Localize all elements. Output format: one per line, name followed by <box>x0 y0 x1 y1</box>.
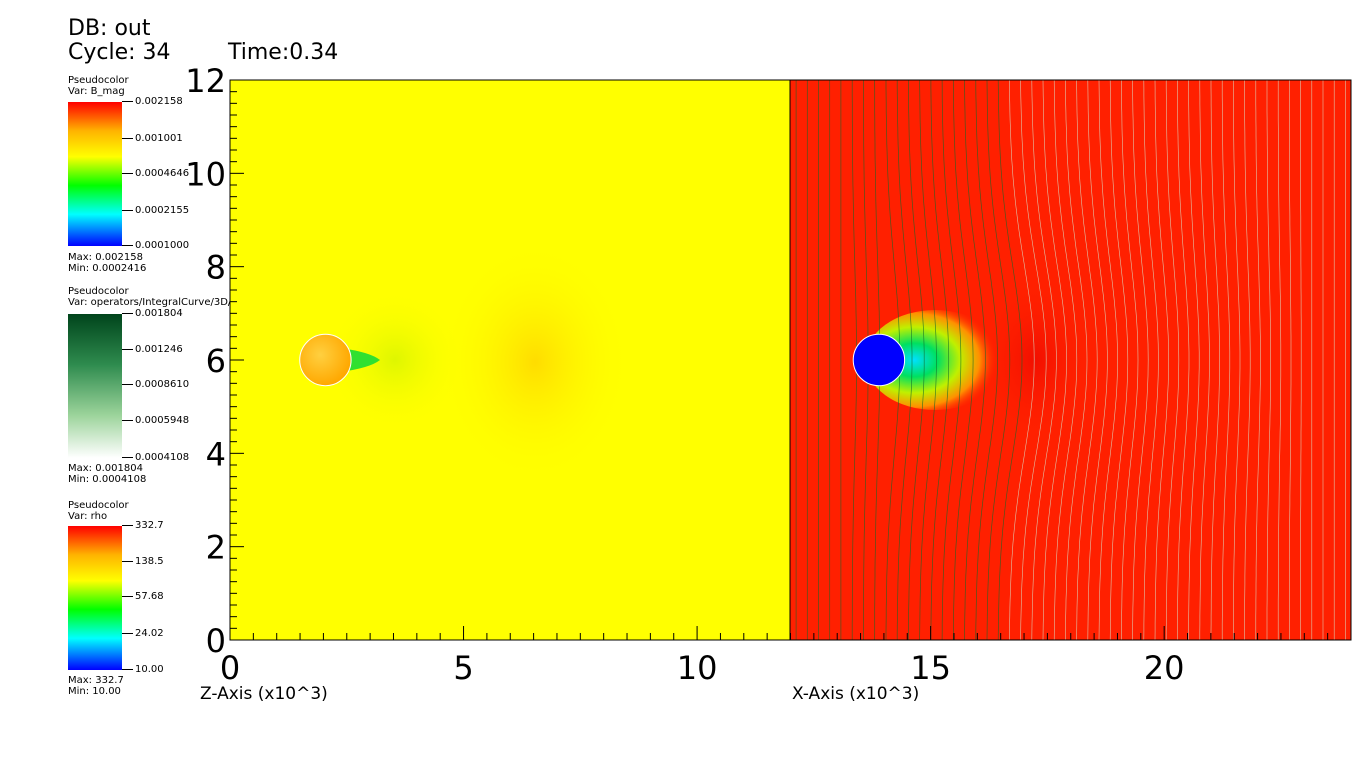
z-axis-label: Z-Axis (x10^3) <box>200 684 328 704</box>
y-tick-label: 0 <box>206 622 226 660</box>
streamline <box>1132 80 1149 640</box>
left-sphere <box>299 333 352 387</box>
streamline <box>1255 80 1261 640</box>
legend-colorbar <box>68 526 122 670</box>
streamline <box>1053 80 1078 640</box>
streamline <box>930 80 950 640</box>
legend-tick: 0.0001000 <box>122 241 189 251</box>
streamline <box>1087 80 1108 640</box>
legend-max: Max: 332.7 <box>68 675 124 686</box>
x-tick-label: 15 <box>910 649 951 687</box>
streamline <box>1009 80 1035 640</box>
x-tick-label: 5 <box>453 649 473 687</box>
streamline <box>908 80 925 640</box>
legend-plot-type: Pseudocolor <box>68 75 129 86</box>
legend-tick: 57.68 <box>122 592 164 602</box>
y-tick-label: 4 <box>206 435 226 473</box>
streamline <box>964 80 986 640</box>
legend-colorbar <box>68 314 122 458</box>
x-tick-label: 20 <box>1144 649 1185 687</box>
streamline <box>975 80 998 640</box>
left-panel <box>230 80 790 640</box>
legend-tick: 0.0008610 <box>122 380 189 390</box>
streamline <box>1076 80 1098 640</box>
right-wake-region <box>865 310 1005 410</box>
legend-tick: 0.002158 <box>122 97 183 107</box>
legend-var-label: Var: B_mag <box>68 86 125 97</box>
legend-tick: 0.0004108 <box>122 453 189 463</box>
legend-tick: 10.00 <box>122 665 164 675</box>
x-axis-label: X-Axis (x10^3) <box>792 684 920 704</box>
legend-tick: 332.7 <box>122 521 164 531</box>
y-tick-label: 12 <box>185 62 226 100</box>
legend-plot-type: Pseudocolor <box>68 286 129 297</box>
streamline <box>1031 80 1057 640</box>
streamline <box>1154 80 1169 640</box>
left-wake-region <box>325 290 465 430</box>
streamline <box>1210 80 1220 640</box>
streamline <box>1121 80 1139 640</box>
legend-tick: 0.0004646 <box>122 169 189 179</box>
streamline <box>919 80 937 640</box>
right-sphere <box>852 333 906 387</box>
streamline <box>1109 80 1129 640</box>
legend-tick: 0.001246 <box>122 345 183 355</box>
streamline <box>952 80 974 640</box>
streamline <box>941 80 962 640</box>
legend-tick: 138.5 <box>122 557 164 567</box>
legend-var-label: Var: operators/IntegralCurve/3D/B <box>68 297 239 308</box>
legend-colorbar <box>68 102 122 246</box>
x-tick-label: 0 <box>220 649 240 687</box>
legend-min: Min: 0.0002416 <box>68 263 147 274</box>
streamline <box>1042 80 1067 640</box>
streamline <box>986 80 1011 640</box>
streamline <box>1244 80 1251 640</box>
legend-tick: 24.02 <box>122 629 164 639</box>
streamline <box>1188 80 1200 640</box>
streamline <box>1020 80 1047 640</box>
streamline <box>896 80 913 640</box>
streamline <box>997 80 1023 640</box>
streamline <box>1098 80 1118 640</box>
streamline <box>1289 80 1292 640</box>
legend-tick: 0.001804 <box>122 309 183 319</box>
legend-tick: 0.0005948 <box>122 416 189 426</box>
streamline <box>1233 80 1241 640</box>
streamline <box>1221 80 1231 640</box>
left-bow-region <box>440 242 630 482</box>
streamline <box>1199 80 1210 640</box>
legend-max: Max: 0.001804 <box>68 463 143 474</box>
axes: 0 5 10 15 20 0 2 4 6 8 10 12 <box>185 62 1352 687</box>
database-label: DB: out <box>68 16 151 41</box>
legend-min: Min: 0.0004108 <box>68 474 147 485</box>
time-label: Time:0.34 <box>228 40 339 65</box>
y-tick-label: 2 <box>206 529 226 567</box>
y-tick-label: 10 <box>185 155 226 193</box>
streamline <box>1143 80 1159 640</box>
cycle-label: Cycle: 34 <box>68 40 171 65</box>
streamlines <box>795 80 1346 640</box>
legend-min: Min: 10.00 <box>68 686 121 697</box>
x-tick-label: 10 <box>677 649 718 687</box>
streamline <box>1177 80 1190 640</box>
y-tick-label: 8 <box>206 249 226 287</box>
streamline <box>1300 80 1302 640</box>
y-tick-label: 6 <box>206 342 226 380</box>
streamline <box>1165 80 1180 640</box>
legend-var-label: Var: rho <box>68 511 108 522</box>
legend-tick: 0.001001 <box>122 134 183 144</box>
right-panel <box>790 80 1351 640</box>
streamline <box>1266 80 1271 640</box>
streamline <box>1277 80 1282 640</box>
legend-max: Max: 0.002158 <box>68 252 143 263</box>
legend-tick: 0.0002155 <box>122 206 189 216</box>
legend-plot-type: Pseudocolor <box>68 500 129 511</box>
streamline <box>1065 80 1088 640</box>
